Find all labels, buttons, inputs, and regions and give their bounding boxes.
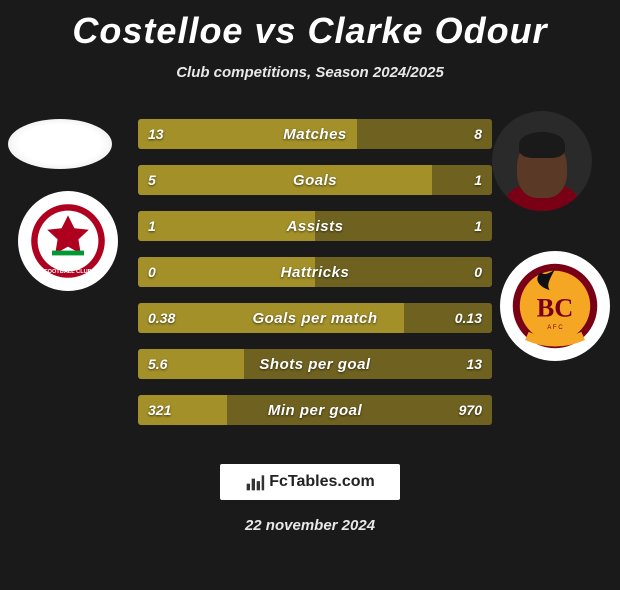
stat-value-left: 321 xyxy=(148,395,171,425)
stat-value-right: 1 xyxy=(474,165,482,195)
stat-value-right: 8 xyxy=(474,119,482,149)
stat-value-left: 0 xyxy=(148,257,156,287)
stat-value-left: 1 xyxy=(148,211,156,241)
stat-label: Goals per match xyxy=(138,303,492,333)
stat-value-left: 0.38 xyxy=(148,303,175,333)
stat-value-left: 5 xyxy=(148,165,156,195)
stat-row: Matches13 8 xyxy=(138,119,492,149)
stat-value-right: 0.13 xyxy=(455,303,482,333)
stat-bars: Matches138Goals51Assists11Hattricks00Goa… xyxy=(138,119,492,441)
player-right-avatar xyxy=(492,111,592,211)
crest-right-icon: BC A F C xyxy=(511,262,599,350)
page-title: Costelloe vs Clarke Odour xyxy=(0,10,620,52)
season-subtitle: Club competitions, Season 2024/2025 xyxy=(0,64,620,81)
svg-text:A F C: A F C xyxy=(547,324,563,331)
stat-label: Assists xyxy=(138,211,492,241)
brand-text: FcTables.com xyxy=(269,473,375,491)
club-right-crest: BC A F C xyxy=(500,251,610,361)
stat-row: Shots per goal5.6 13 xyxy=(138,349,492,379)
stat-label: Matches xyxy=(138,119,492,149)
snapshot-date: 22 november 2024 xyxy=(0,517,620,534)
svg-text:BC: BC xyxy=(537,293,574,323)
stat-label: Shots per goal xyxy=(138,349,492,379)
stat-row: Goals5 1 xyxy=(138,165,492,195)
stat-value-left: 5.6 xyxy=(148,349,167,379)
svg-text:FOOTBALL CLUB: FOOTBALL CLUB xyxy=(44,269,91,275)
stat-value-right: 1 xyxy=(474,211,482,241)
stat-row: Min per goal321 970 xyxy=(138,395,492,425)
stat-label: Goals xyxy=(138,165,492,195)
stat-row: Hattricks0 0 xyxy=(138,257,492,287)
crest-left-icon: FOOTBALL CLUB xyxy=(28,201,108,281)
stat-value-right: 0 xyxy=(474,257,482,287)
stat-row: Goals per match0.38 0.13 xyxy=(138,303,492,333)
stat-label: Min per goal xyxy=(138,395,492,425)
stat-value-right: 13 xyxy=(466,349,482,379)
stat-row: Assists1 1 xyxy=(138,211,492,241)
club-left-crest: FOOTBALL CLUB xyxy=(18,191,118,291)
bar-chart-icon xyxy=(245,472,265,492)
brand-badge: FcTables.com xyxy=(220,464,400,500)
player-left-avatar xyxy=(8,119,112,169)
stat-value-right: 970 xyxy=(459,395,482,425)
stat-value-left: 13 xyxy=(148,119,164,149)
stat-label: Hattricks xyxy=(138,257,492,287)
